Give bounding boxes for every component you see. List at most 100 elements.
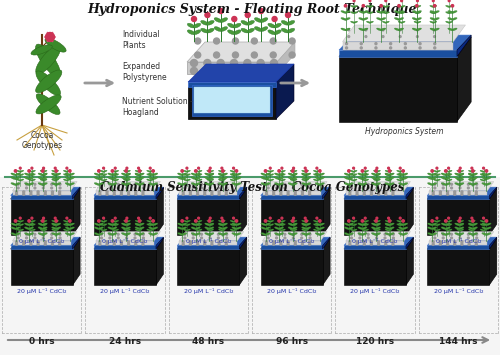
Circle shape bbox=[280, 241, 282, 243]
Ellipse shape bbox=[126, 173, 130, 176]
Ellipse shape bbox=[480, 229, 484, 231]
Circle shape bbox=[218, 9, 224, 13]
Ellipse shape bbox=[218, 177, 224, 180]
Circle shape bbox=[270, 38, 276, 44]
Circle shape bbox=[268, 184, 269, 185]
Ellipse shape bbox=[126, 224, 130, 226]
Circle shape bbox=[309, 187, 311, 189]
Ellipse shape bbox=[486, 173, 491, 176]
Circle shape bbox=[244, 60, 251, 66]
Ellipse shape bbox=[270, 220, 274, 222]
Ellipse shape bbox=[232, 182, 237, 185]
Text: 0 μM L⁻¹ CdCl₂: 0 μM L⁻¹ CdCl₂ bbox=[269, 238, 314, 244]
Circle shape bbox=[431, 170, 434, 172]
Ellipse shape bbox=[430, 12, 434, 14]
Circle shape bbox=[218, 193, 220, 195]
Ellipse shape bbox=[135, 174, 139, 176]
Circle shape bbox=[308, 193, 310, 195]
Ellipse shape bbox=[416, 11, 422, 13]
Ellipse shape bbox=[385, 227, 390, 230]
Circle shape bbox=[52, 191, 54, 193]
Ellipse shape bbox=[314, 220, 318, 222]
Circle shape bbox=[434, 187, 436, 189]
Circle shape bbox=[150, 167, 151, 169]
Ellipse shape bbox=[152, 227, 158, 230]
Ellipse shape bbox=[483, 179, 487, 181]
Text: Nutrient Solution -
Hoagland: Nutrient Solution - Hoagland bbox=[122, 97, 193, 117]
Ellipse shape bbox=[36, 94, 60, 115]
Ellipse shape bbox=[100, 179, 104, 181]
Circle shape bbox=[356, 243, 358, 245]
Circle shape bbox=[434, 237, 436, 239]
Circle shape bbox=[52, 193, 54, 195]
Ellipse shape bbox=[416, 28, 422, 31]
Ellipse shape bbox=[362, 223, 367, 226]
Ellipse shape bbox=[417, 5, 421, 7]
Ellipse shape bbox=[374, 220, 378, 222]
Ellipse shape bbox=[456, 179, 460, 181]
Ellipse shape bbox=[94, 233, 100, 235]
Ellipse shape bbox=[452, 28, 457, 31]
Ellipse shape bbox=[472, 220, 476, 222]
Ellipse shape bbox=[135, 177, 140, 180]
Circle shape bbox=[152, 220, 154, 222]
Ellipse shape bbox=[11, 233, 16, 235]
Ellipse shape bbox=[372, 227, 376, 230]
Ellipse shape bbox=[198, 179, 202, 181]
Ellipse shape bbox=[52, 182, 57, 185]
Circle shape bbox=[376, 217, 378, 219]
Ellipse shape bbox=[126, 229, 130, 231]
Ellipse shape bbox=[458, 182, 464, 185]
Circle shape bbox=[356, 193, 358, 195]
Circle shape bbox=[118, 237, 119, 239]
Circle shape bbox=[182, 241, 184, 243]
Polygon shape bbox=[339, 35, 471, 50]
Ellipse shape bbox=[472, 170, 476, 172]
Polygon shape bbox=[429, 191, 488, 195]
Circle shape bbox=[468, 243, 470, 245]
Ellipse shape bbox=[302, 179, 306, 181]
Ellipse shape bbox=[372, 173, 376, 176]
Circle shape bbox=[109, 184, 111, 185]
Circle shape bbox=[192, 184, 194, 185]
Circle shape bbox=[276, 184, 278, 185]
Ellipse shape bbox=[214, 18, 222, 22]
Polygon shape bbox=[260, 199, 322, 235]
Circle shape bbox=[363, 191, 365, 193]
Ellipse shape bbox=[115, 174, 118, 176]
Ellipse shape bbox=[208, 173, 214, 176]
Circle shape bbox=[440, 243, 442, 245]
Ellipse shape bbox=[108, 223, 113, 226]
Ellipse shape bbox=[124, 224, 128, 226]
Ellipse shape bbox=[434, 174, 438, 176]
Circle shape bbox=[287, 241, 289, 243]
Circle shape bbox=[385, 191, 387, 193]
Ellipse shape bbox=[468, 227, 473, 230]
Ellipse shape bbox=[482, 173, 487, 176]
Ellipse shape bbox=[278, 177, 283, 180]
Ellipse shape bbox=[278, 173, 283, 176]
Circle shape bbox=[211, 193, 213, 195]
Circle shape bbox=[287, 191, 289, 193]
Circle shape bbox=[18, 233, 19, 235]
Ellipse shape bbox=[135, 224, 139, 226]
Circle shape bbox=[376, 237, 378, 239]
Circle shape bbox=[135, 241, 137, 243]
Polygon shape bbox=[428, 187, 497, 195]
Circle shape bbox=[375, 47, 377, 49]
Ellipse shape bbox=[100, 174, 104, 176]
Ellipse shape bbox=[241, 21, 248, 25]
Circle shape bbox=[196, 243, 198, 245]
Ellipse shape bbox=[186, 174, 190, 176]
Text: 0 μM L⁻¹ CdCl₂: 0 μM L⁻¹ CdCl₂ bbox=[102, 238, 148, 244]
Ellipse shape bbox=[398, 227, 404, 230]
Polygon shape bbox=[156, 187, 164, 199]
Circle shape bbox=[59, 187, 61, 189]
Ellipse shape bbox=[274, 177, 280, 180]
Text: Expanded
Polystyrene: Expanded Polystyrene bbox=[122, 62, 166, 82]
Circle shape bbox=[446, 193, 448, 195]
Circle shape bbox=[113, 243, 115, 245]
Circle shape bbox=[356, 191, 358, 193]
Ellipse shape bbox=[270, 224, 274, 226]
Circle shape bbox=[384, 187, 386, 189]
